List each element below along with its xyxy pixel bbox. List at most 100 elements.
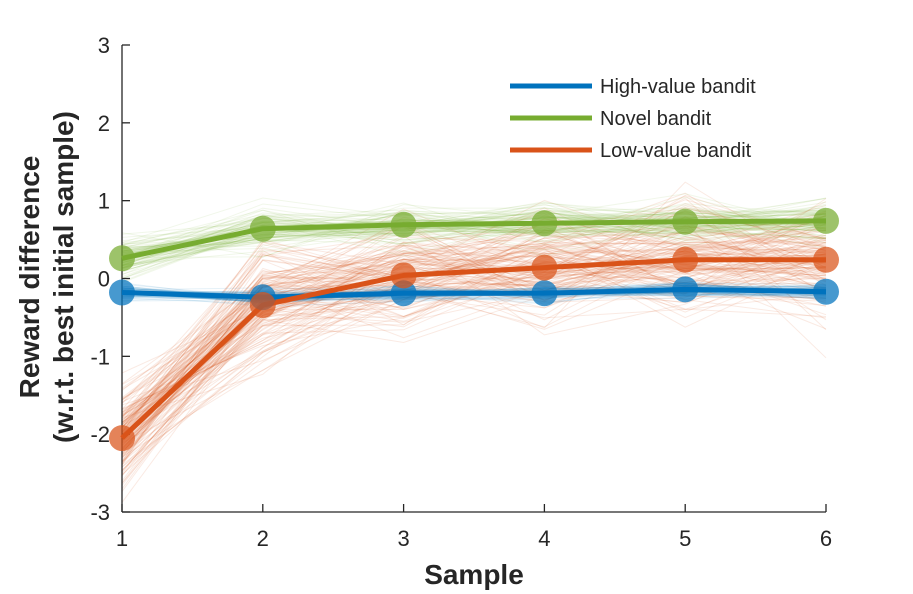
subject-trace <box>121 256 827 463</box>
data-point-novel-bandit <box>390 211 417 238</box>
y-tick-label: -3 <box>90 500 110 525</box>
x-tick-label: 1 <box>116 526 128 551</box>
subject-trace <box>121 254 827 464</box>
subject-trace <box>121 241 827 415</box>
subject-trace <box>121 241 827 418</box>
subject-trace <box>121 235 827 389</box>
subject-trace <box>121 195 827 450</box>
data-point-novel-bandit <box>813 207 839 234</box>
data-point-novel-bandit <box>109 245 135 272</box>
subject-trace <box>121 221 827 444</box>
subject-trace <box>121 229 827 472</box>
x-tick-label: 5 <box>679 526 691 551</box>
series-line-novel-bandit <box>121 218 827 261</box>
subject-trace <box>121 240 827 431</box>
subject-trace <box>121 245 827 437</box>
subject-trace <box>121 216 827 404</box>
subject-trace <box>121 207 827 276</box>
subject-trace <box>121 197 827 268</box>
x-tick-label: 4 <box>538 526 550 551</box>
y-axis-title-line-2: (w.r.t. best initial sample) <box>48 111 79 443</box>
subject-trace <box>121 218 827 423</box>
subject-trace <box>121 226 827 410</box>
subject-trace <box>121 241 827 414</box>
subject-trace <box>121 212 827 275</box>
subject-trace <box>121 209 827 254</box>
subject-trace <box>121 220 827 418</box>
subject-trace <box>121 213 827 260</box>
subject-trace <box>121 199 827 432</box>
subject-trace <box>121 254 827 452</box>
subject-trace <box>121 231 827 462</box>
subject-trace <box>121 208 827 272</box>
data-point-novel-bandit <box>249 215 276 242</box>
subject-trace <box>121 261 827 458</box>
legend: High-value bandit Novel bandit Low-value… <box>510 76 756 162</box>
subject-trace <box>121 227 827 435</box>
subject-trace <box>121 212 827 417</box>
subject-trace <box>121 198 827 410</box>
subject-trace <box>121 213 827 280</box>
subject-trace <box>121 229 827 492</box>
subject-trace <box>121 245 827 429</box>
subject-trace <box>121 207 827 428</box>
data-point-high-value-bandit <box>813 278 839 305</box>
subject-trace <box>121 242 827 443</box>
subject-trace <box>121 218 827 466</box>
subject-trace <box>121 239 827 443</box>
subject-trace <box>121 242 827 374</box>
series-line-low-value-bandit <box>120 257 826 440</box>
subject-trace <box>121 248 827 390</box>
subject-trace <box>121 215 827 250</box>
subject-trace <box>121 250 827 455</box>
subject-trace <box>121 252 827 441</box>
subject-trace <box>121 237 827 456</box>
subject-trace <box>121 225 827 461</box>
subject-trace <box>121 249 827 399</box>
subject-trace <box>121 261 827 451</box>
axes: -3 -2 -1 0 1 2 3 1 2 3 4 5 6 <box>90 33 832 551</box>
subject-trace <box>121 284 827 433</box>
subject-trace <box>121 217 827 270</box>
subject-trace <box>121 213 827 262</box>
x-tick-label: 3 <box>397 526 409 551</box>
data-point-low-value-bandit <box>109 425 135 452</box>
subject-trace <box>121 257 827 451</box>
subject-trace <box>121 230 827 435</box>
data-point-low-value-bandit <box>813 246 839 273</box>
series-line-high-value-bandit <box>121 286 827 300</box>
subject-trace <box>121 253 827 459</box>
subject-trace <box>121 199 827 449</box>
subject-trace <box>121 216 827 269</box>
individual-subject-lines <box>121 181 827 503</box>
y-tick-label: 3 <box>98 33 110 58</box>
subject-trace <box>121 208 827 401</box>
subject-trace <box>121 209 827 284</box>
subject-trace <box>121 207 827 442</box>
subject-trace <box>121 211 827 262</box>
subject-trace <box>121 232 827 406</box>
subject-trace <box>121 203 827 259</box>
subject-trace <box>121 202 827 257</box>
subject-trace <box>121 252 827 419</box>
subject-trace <box>121 282 827 303</box>
subject-trace <box>121 256 827 417</box>
subject-trace <box>121 248 827 456</box>
subject-trace <box>121 204 827 258</box>
subject-trace <box>121 203 827 250</box>
subject-trace <box>121 215 827 249</box>
y-tick-label: 2 <box>98 111 110 136</box>
subject-trace <box>121 205 827 446</box>
subject-trace <box>121 210 827 259</box>
subject-trace <box>121 209 827 267</box>
subject-trace <box>121 213 827 257</box>
data-point-novel-bandit <box>531 210 558 237</box>
data-point-low-value-bandit <box>531 254 558 281</box>
x-tick-label: 2 <box>257 526 269 551</box>
subject-trace <box>121 222 827 252</box>
y-tick-label: -2 <box>90 422 110 447</box>
subject-trace <box>121 252 827 427</box>
subject-trace <box>121 242 827 476</box>
subject-trace <box>121 231 827 411</box>
